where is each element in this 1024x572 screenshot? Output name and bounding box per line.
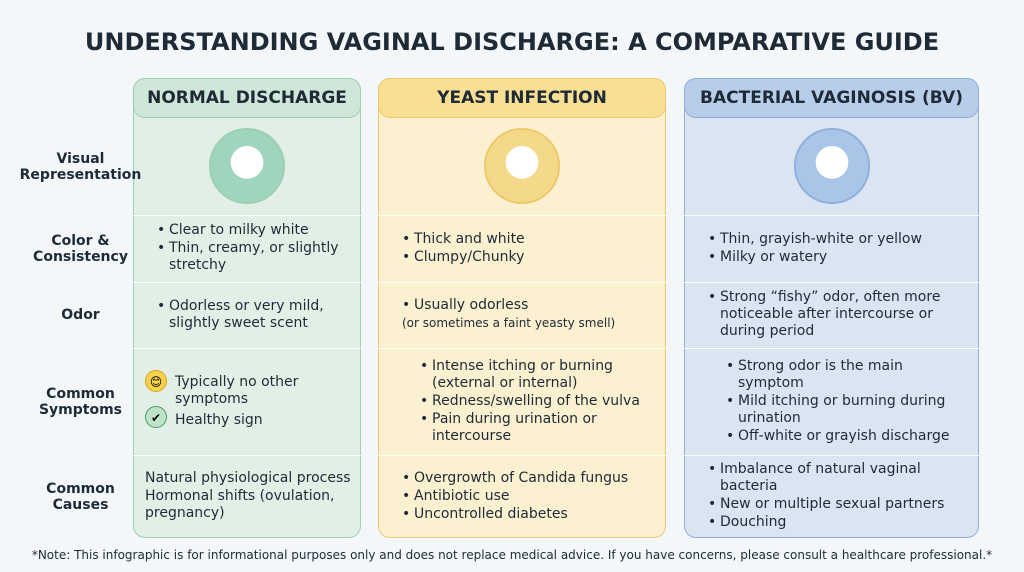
row-separator — [684, 455, 979, 456]
row-separator — [684, 282, 979, 283]
cell-item: Thin, grayish-white or yellow — [708, 231, 969, 248]
row-separator — [133, 348, 361, 349]
cell-item: Off-white or grayish discharge — [726, 428, 969, 445]
cell-item: Thin, creamy, or slightly stretchy — [157, 240, 351, 274]
row-label: Odor — [61, 307, 100, 323]
cell-item: Redness/swelling of the vulva — [420, 393, 656, 410]
cell-item: Usually odorless — [402, 297, 528, 314]
cell: Imbalance of natural vaginal bacteriaNew… — [708, 455, 969, 538]
row-separator — [378, 282, 666, 283]
icon: 😊 — [145, 370, 167, 392]
visual-icon — [484, 128, 560, 204]
cell-item: Antibiotic use — [402, 488, 656, 505]
cell-item: Hormonal shifts (ovulation, pregnancy) — [145, 488, 335, 521]
cell-item: Clear to milky white — [157, 222, 351, 239]
cell-item: Intense itching or burning (external or … — [420, 358, 656, 392]
cell: Thick and whiteClumpy/Chunky — [402, 215, 656, 282]
row-separator — [378, 455, 666, 456]
row-label: Color & Consistency — [33, 232, 128, 265]
row-label: Common Symptoms — [38, 385, 123, 418]
cell: Intense itching or burning (external or … — [420, 348, 656, 455]
icon: ✔ — [145, 406, 167, 428]
row-separator — [684, 215, 979, 216]
row-separator — [133, 455, 361, 456]
cell: Overgrowth of Candida fungusAntibiotic u… — [402, 455, 656, 538]
cell: Strong odor is the main symptomMild itch… — [726, 348, 969, 455]
cell-item: Strong “fishy” odor, often more noticeab… — [708, 289, 969, 340]
cell: Natural physiological process Hormonal sh… — [145, 455, 351, 538]
visual-icon — [793, 128, 870, 204]
cell-item: Healthy sign — [175, 411, 263, 428]
cell-item: Overgrowth of Candida fungus — [402, 470, 656, 487]
cell-item: Strong odor is the main symptom — [726, 358, 969, 392]
cell-item: Natural physiological process — [145, 470, 351, 486]
cell-item: Thick and white — [402, 231, 656, 248]
cell: Typically no other symptoms Healthy sign — [175, 348, 351, 455]
cell-item: New or multiple sexual partners — [708, 496, 969, 513]
column-header: NORMAL DISCHARGE — [133, 78, 361, 118]
cell-item: Typically no other symptoms — [175, 373, 299, 407]
cell-item: Mild itching or burning during urination — [726, 393, 969, 427]
cell-item: Uncontrolled diabetes — [402, 506, 656, 523]
cell-item: Milky or watery — [708, 249, 969, 266]
cell-item: Odorless or very mild, slightly sweet sc… — [157, 298, 351, 332]
cell-item: Douching — [708, 514, 969, 531]
cell-item: Imbalance of natural vaginal bacteria — [708, 461, 969, 495]
cell-item: (or sometimes a faint yeasty smell) — [402, 316, 616, 330]
cell-item: Clumpy/Chunky — [402, 249, 656, 266]
cell: Usually odorless (or sometimes a faint ye… — [402, 282, 656, 348]
row-label: Visual Representation — [19, 150, 142, 183]
row-separator — [378, 348, 666, 349]
row-separator — [684, 348, 979, 349]
row-separator — [378, 215, 666, 216]
visual-icon — [209, 128, 285, 204]
cell-item: Pain during urination or intercourse — [420, 411, 656, 445]
cell: Thin, grayish-white or yellowMilky or wa… — [708, 215, 969, 282]
note: *Note: This infographic is for informati… — [31, 548, 993, 562]
row-label: Common Causes — [46, 480, 115, 513]
column-header: BACTERIAL VAGINOSIS (BV) — [684, 78, 979, 118]
column-header: YEAST INFECTION — [378, 78, 666, 118]
cell: Odorless or very mild, slightly sweet sc… — [157, 282, 351, 348]
cell: Strong “fishy” odor, often more noticeab… — [708, 282, 969, 348]
cell: Clear to milky whiteThin, creamy, or sli… — [157, 215, 351, 282]
title: UNDERSTANDING VAGINAL DISCHARGE: A COMPA… — [84, 28, 940, 56]
row-separator — [133, 282, 361, 283]
row-separator — [133, 215, 361, 216]
